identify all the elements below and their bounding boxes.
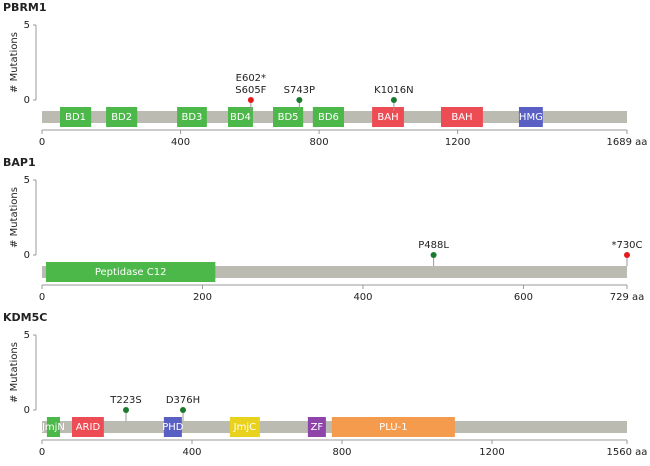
x-tick-label: 1689 aa bbox=[607, 137, 648, 148]
y-tick-label: 0 bbox=[24, 250, 30, 261]
lollipop-head bbox=[247, 97, 254, 103]
domain bbox=[163, 417, 182, 437]
domain-label: BD5 bbox=[278, 112, 299, 123]
lollipop-head bbox=[430, 252, 437, 258]
y-tick-label: 5 bbox=[24, 330, 30, 341]
mutation-label: S743P bbox=[284, 85, 315, 96]
domain bbox=[312, 107, 345, 127]
domain bbox=[307, 417, 326, 437]
domain-label: JmjC bbox=[233, 422, 256, 433]
domain-label: ZF bbox=[311, 422, 324, 433]
domain-label: HMG bbox=[519, 112, 543, 123]
x-tick-label: 800 bbox=[332, 447, 351, 458]
y-axis-label: # Mutations bbox=[9, 342, 20, 403]
domain-label: PHD bbox=[162, 422, 184, 433]
panel-title: PBRM1 bbox=[3, 1, 47, 14]
domain-label: BAH bbox=[451, 112, 472, 123]
domain bbox=[518, 107, 543, 127]
mutation-label: *730C bbox=[611, 240, 642, 251]
domain bbox=[60, 107, 92, 127]
y-axis-label: # Mutations bbox=[9, 32, 20, 93]
x-tick-label: 400 bbox=[353, 292, 372, 303]
panel-title: BAP1 bbox=[3, 156, 36, 169]
domain-label: BD4 bbox=[230, 112, 251, 123]
domain bbox=[177, 107, 207, 127]
domain-label: BAH bbox=[377, 112, 398, 123]
x-tick-label: 1200 bbox=[479, 447, 504, 458]
domain bbox=[227, 107, 253, 127]
domain bbox=[273, 107, 304, 127]
domain bbox=[372, 107, 404, 127]
domain-label: BD1 bbox=[65, 112, 86, 123]
mutation-label: T223S bbox=[109, 395, 142, 406]
mutation-label: D376H bbox=[166, 395, 200, 406]
x-tick-label: 600 bbox=[514, 292, 533, 303]
lollipop-head bbox=[180, 407, 186, 413]
domain-label: PLU-1 bbox=[379, 422, 407, 433]
mutation-label: E602* bbox=[236, 73, 266, 84]
domain bbox=[441, 107, 483, 127]
x-tick-label: 1200 bbox=[445, 137, 470, 148]
domain-label: BD3 bbox=[182, 112, 203, 123]
y-tick-label: 0 bbox=[24, 95, 30, 106]
domain-label: JmjN bbox=[41, 422, 65, 433]
mutation-label: K1016N bbox=[374, 85, 414, 96]
y-tick-label: 0 bbox=[24, 405, 30, 416]
domain bbox=[331, 417, 455, 437]
domain bbox=[46, 262, 216, 282]
domain-label: ARID bbox=[76, 422, 101, 433]
y-tick-label: 5 bbox=[24, 175, 30, 186]
domain bbox=[72, 417, 104, 437]
x-tick-label: 800 bbox=[310, 137, 329, 148]
lollipop-head bbox=[123, 407, 129, 413]
x-tick-label: 400 bbox=[182, 447, 201, 458]
x-tick-label: 729 aa bbox=[610, 292, 645, 303]
domain bbox=[229, 417, 260, 437]
domain-label: BD6 bbox=[318, 112, 339, 123]
domain bbox=[106, 107, 138, 127]
domain-label: BD2 bbox=[111, 112, 132, 123]
lollipop-head bbox=[296, 97, 303, 103]
lollipop-head bbox=[390, 97, 397, 103]
x-tick-label: 0 bbox=[39, 292, 45, 303]
x-tick-label: 0 bbox=[39, 447, 45, 458]
y-tick-label: 5 bbox=[24, 20, 30, 31]
mutation-label: S605F bbox=[235, 85, 266, 96]
domain bbox=[46, 417, 60, 437]
panel-title: KDM5C bbox=[3, 311, 47, 324]
lollipop-head bbox=[624, 252, 630, 258]
x-tick-label: 1560 aa bbox=[607, 447, 648, 458]
domain-label: Peptidase C12 bbox=[95, 267, 167, 278]
mutation-label: P488L bbox=[418, 240, 449, 251]
x-tick-label: 400 bbox=[171, 137, 190, 148]
x-tick-label: 200 bbox=[193, 292, 212, 303]
y-axis-label: # Mutations bbox=[9, 187, 20, 248]
x-tick-label: 0 bbox=[39, 137, 45, 148]
